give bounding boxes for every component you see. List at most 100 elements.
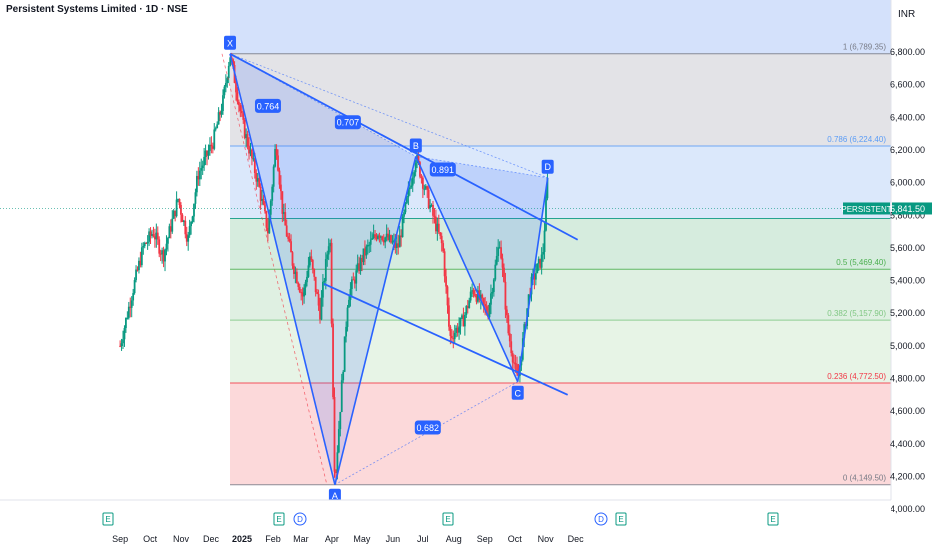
pattern-point-box xyxy=(328,488,341,503)
earnings-marker[interactable] xyxy=(615,512,627,526)
candle-body xyxy=(140,247,143,266)
time-tick: Nov xyxy=(173,534,190,544)
candle-body xyxy=(446,286,449,306)
candle-body xyxy=(503,267,505,282)
candle-body xyxy=(209,144,211,151)
candle-body xyxy=(182,220,185,223)
candle-body xyxy=(258,178,261,187)
candle-body xyxy=(242,113,245,120)
candle-body xyxy=(236,92,239,102)
candle-body xyxy=(332,323,334,398)
candle-body xyxy=(136,269,139,271)
candle-body xyxy=(216,124,219,129)
dividend-marker-label: D xyxy=(297,515,303,524)
candle-body xyxy=(371,238,374,240)
pattern-point-box xyxy=(511,385,524,400)
candle-body xyxy=(308,256,311,266)
dividend-marker[interactable] xyxy=(594,512,608,526)
candle-body xyxy=(495,255,498,265)
currency-label: INR xyxy=(898,9,915,20)
candle-body xyxy=(322,281,324,298)
candle-body xyxy=(120,343,123,346)
candle-body xyxy=(130,300,133,308)
candle-body xyxy=(203,156,206,166)
candle-body xyxy=(458,326,460,333)
earnings-marker[interactable] xyxy=(102,512,114,526)
candle-body xyxy=(490,293,492,305)
candle-body xyxy=(185,234,188,242)
candle-body xyxy=(388,235,391,240)
time-tick: Oct xyxy=(143,534,158,544)
candle-body xyxy=(475,295,478,302)
price-tick: 6,600.00 xyxy=(890,80,925,90)
candle-body xyxy=(481,294,484,299)
candle-body xyxy=(319,305,321,320)
candle-body xyxy=(407,189,410,198)
candle-body xyxy=(188,226,191,236)
pattern-triangle-xab xyxy=(230,53,416,485)
earnings-marker[interactable] xyxy=(442,512,454,526)
candle-body xyxy=(492,279,495,292)
candle-body xyxy=(414,163,417,173)
candle-body xyxy=(406,197,408,203)
candle-body xyxy=(303,287,305,297)
candle-body xyxy=(314,276,317,293)
candle-body xyxy=(413,172,416,178)
price-tick: 5,200.00 xyxy=(890,308,925,318)
chart-title: Persistent Systems Limited · 1D · NSE xyxy=(6,4,188,15)
candle-body xyxy=(542,251,544,255)
candle-body xyxy=(445,276,447,287)
candle-body xyxy=(350,279,353,290)
candle-body xyxy=(430,204,433,206)
earnings-marker-label: E xyxy=(276,515,281,524)
candle-body xyxy=(187,235,190,242)
candle-body xyxy=(232,59,235,66)
price-tick: 6,200.00 xyxy=(890,145,925,155)
candle-body xyxy=(324,259,327,281)
candle-body xyxy=(387,233,389,240)
candle-body xyxy=(432,204,434,216)
candle-body xyxy=(275,148,278,156)
pattern-triangle-bcd xyxy=(415,156,548,382)
candle-body xyxy=(178,199,181,206)
time-tick: May xyxy=(353,534,371,544)
candle-body xyxy=(384,237,387,243)
candle-body xyxy=(403,212,405,217)
symbol-label: PERSISTENT xyxy=(841,205,891,214)
price-tick: 4,400.00 xyxy=(890,439,925,449)
candle-body xyxy=(274,148,277,167)
earnings-marker[interactable] xyxy=(273,512,285,526)
pattern-point-X: X xyxy=(227,38,233,48)
candle-body xyxy=(143,242,146,247)
candle-body xyxy=(455,327,458,333)
earnings-marker[interactable] xyxy=(767,512,779,526)
candle-body xyxy=(329,242,332,247)
candle-body xyxy=(243,119,246,139)
candle-body xyxy=(433,215,436,217)
price-axis-bg xyxy=(891,0,932,550)
candle-body xyxy=(397,243,400,248)
candle-body xyxy=(466,306,469,309)
candle-body xyxy=(343,336,346,372)
candle-body xyxy=(516,364,518,374)
candle-body xyxy=(301,292,304,297)
candle-body xyxy=(126,317,129,319)
candle-body xyxy=(239,105,242,111)
pattern-leg xyxy=(334,156,417,485)
price-tick: 4,600.00 xyxy=(890,406,925,416)
candle-body xyxy=(484,304,487,307)
candle-body xyxy=(262,198,265,205)
candle-body xyxy=(501,258,504,268)
candle-body xyxy=(469,291,472,301)
candle-body xyxy=(119,345,122,347)
pattern-point-box xyxy=(541,159,554,174)
dividend-marker[interactable] xyxy=(293,512,307,526)
candle-body xyxy=(211,146,214,149)
ratio-label-0.764: 0.764 xyxy=(257,101,280,111)
candle-body xyxy=(139,260,142,266)
fib-level-label: 1 (6,789.35) xyxy=(843,43,886,52)
ratio-label-0.707: 0.707 xyxy=(337,118,360,128)
candle-body xyxy=(472,290,475,294)
